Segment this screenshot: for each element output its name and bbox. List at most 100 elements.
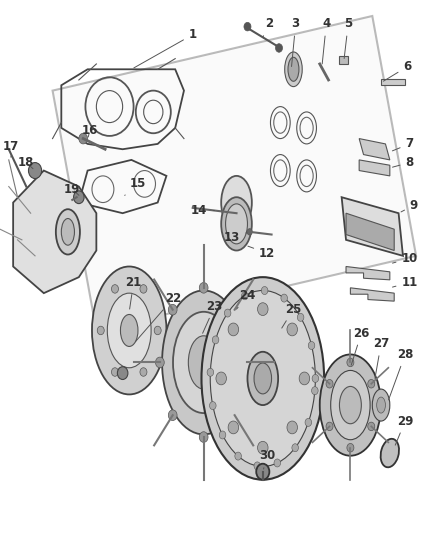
Ellipse shape xyxy=(339,386,361,424)
Ellipse shape xyxy=(305,418,311,426)
Text: 4: 4 xyxy=(322,18,330,64)
Polygon shape xyxy=(53,16,416,330)
Ellipse shape xyxy=(61,219,74,245)
FancyBboxPatch shape xyxy=(339,56,348,64)
Polygon shape xyxy=(359,139,390,160)
Text: 15: 15 xyxy=(125,177,146,196)
Circle shape xyxy=(216,372,226,385)
Circle shape xyxy=(79,133,88,144)
Circle shape xyxy=(276,44,283,52)
Circle shape xyxy=(111,368,118,376)
Text: 16: 16 xyxy=(81,124,98,137)
Circle shape xyxy=(111,285,118,293)
Text: 23: 23 xyxy=(203,300,223,333)
Text: 7: 7 xyxy=(392,138,413,151)
Text: 12: 12 xyxy=(248,246,276,260)
Circle shape xyxy=(244,22,251,31)
Circle shape xyxy=(230,410,239,421)
Ellipse shape xyxy=(311,386,318,394)
Ellipse shape xyxy=(56,209,80,255)
Ellipse shape xyxy=(92,266,166,394)
Ellipse shape xyxy=(254,462,261,470)
Ellipse shape xyxy=(210,290,315,466)
Text: 19: 19 xyxy=(64,183,81,196)
Ellipse shape xyxy=(241,292,248,300)
Ellipse shape xyxy=(226,204,247,244)
Ellipse shape xyxy=(320,354,381,456)
Circle shape xyxy=(28,163,42,179)
Ellipse shape xyxy=(120,314,138,346)
Circle shape xyxy=(258,441,268,454)
Circle shape xyxy=(347,443,354,452)
Ellipse shape xyxy=(224,309,231,317)
Text: 3: 3 xyxy=(292,18,300,67)
Circle shape xyxy=(368,422,375,431)
Text: 30: 30 xyxy=(259,449,276,469)
Polygon shape xyxy=(346,266,390,280)
Text: 28: 28 xyxy=(389,348,413,400)
Circle shape xyxy=(228,421,239,434)
Circle shape xyxy=(230,304,239,315)
Text: 22: 22 xyxy=(135,292,181,342)
FancyBboxPatch shape xyxy=(381,79,405,85)
Ellipse shape xyxy=(312,374,319,383)
Polygon shape xyxy=(342,197,403,256)
Text: 10: 10 xyxy=(392,252,418,265)
Circle shape xyxy=(326,422,333,431)
Circle shape xyxy=(140,285,147,293)
Ellipse shape xyxy=(173,312,234,413)
Circle shape xyxy=(140,368,147,376)
Ellipse shape xyxy=(235,452,241,460)
Text: 11: 11 xyxy=(392,276,418,289)
Circle shape xyxy=(258,303,268,316)
Text: 17: 17 xyxy=(3,140,19,157)
Circle shape xyxy=(247,229,252,235)
Circle shape xyxy=(117,367,128,379)
Polygon shape xyxy=(13,171,96,293)
Ellipse shape xyxy=(281,294,287,302)
Polygon shape xyxy=(350,288,394,301)
Ellipse shape xyxy=(381,439,399,467)
Text: 27: 27 xyxy=(373,337,389,378)
Text: 29: 29 xyxy=(395,415,413,445)
Circle shape xyxy=(199,432,208,442)
Circle shape xyxy=(287,421,297,434)
Circle shape xyxy=(243,357,252,368)
Text: 1: 1 xyxy=(134,28,197,68)
Ellipse shape xyxy=(221,197,252,251)
Text: 18: 18 xyxy=(18,156,35,169)
Circle shape xyxy=(347,358,354,367)
Ellipse shape xyxy=(221,176,252,229)
Ellipse shape xyxy=(247,352,278,405)
Ellipse shape xyxy=(297,313,304,321)
Ellipse shape xyxy=(372,389,390,421)
Ellipse shape xyxy=(274,459,281,467)
Ellipse shape xyxy=(162,290,245,434)
Ellipse shape xyxy=(331,370,370,440)
Ellipse shape xyxy=(107,293,151,368)
Circle shape xyxy=(228,323,239,336)
Circle shape xyxy=(155,357,164,368)
Text: 21: 21 xyxy=(125,276,142,309)
Text: 2: 2 xyxy=(263,18,273,37)
Circle shape xyxy=(256,464,269,480)
Ellipse shape xyxy=(188,336,219,389)
Circle shape xyxy=(287,323,297,336)
Circle shape xyxy=(299,372,310,385)
Ellipse shape xyxy=(207,368,214,376)
Text: 5: 5 xyxy=(344,18,352,59)
Ellipse shape xyxy=(292,444,298,452)
Ellipse shape xyxy=(377,397,385,413)
Polygon shape xyxy=(346,213,394,251)
Text: 26: 26 xyxy=(351,327,370,365)
Ellipse shape xyxy=(261,287,268,295)
Text: 25: 25 xyxy=(282,303,302,328)
Polygon shape xyxy=(359,160,390,176)
Text: 8: 8 xyxy=(392,156,413,169)
Text: 6: 6 xyxy=(383,60,411,81)
Circle shape xyxy=(74,191,84,204)
Circle shape xyxy=(368,379,375,388)
Circle shape xyxy=(168,304,177,315)
Ellipse shape xyxy=(201,277,324,480)
Circle shape xyxy=(168,410,177,421)
